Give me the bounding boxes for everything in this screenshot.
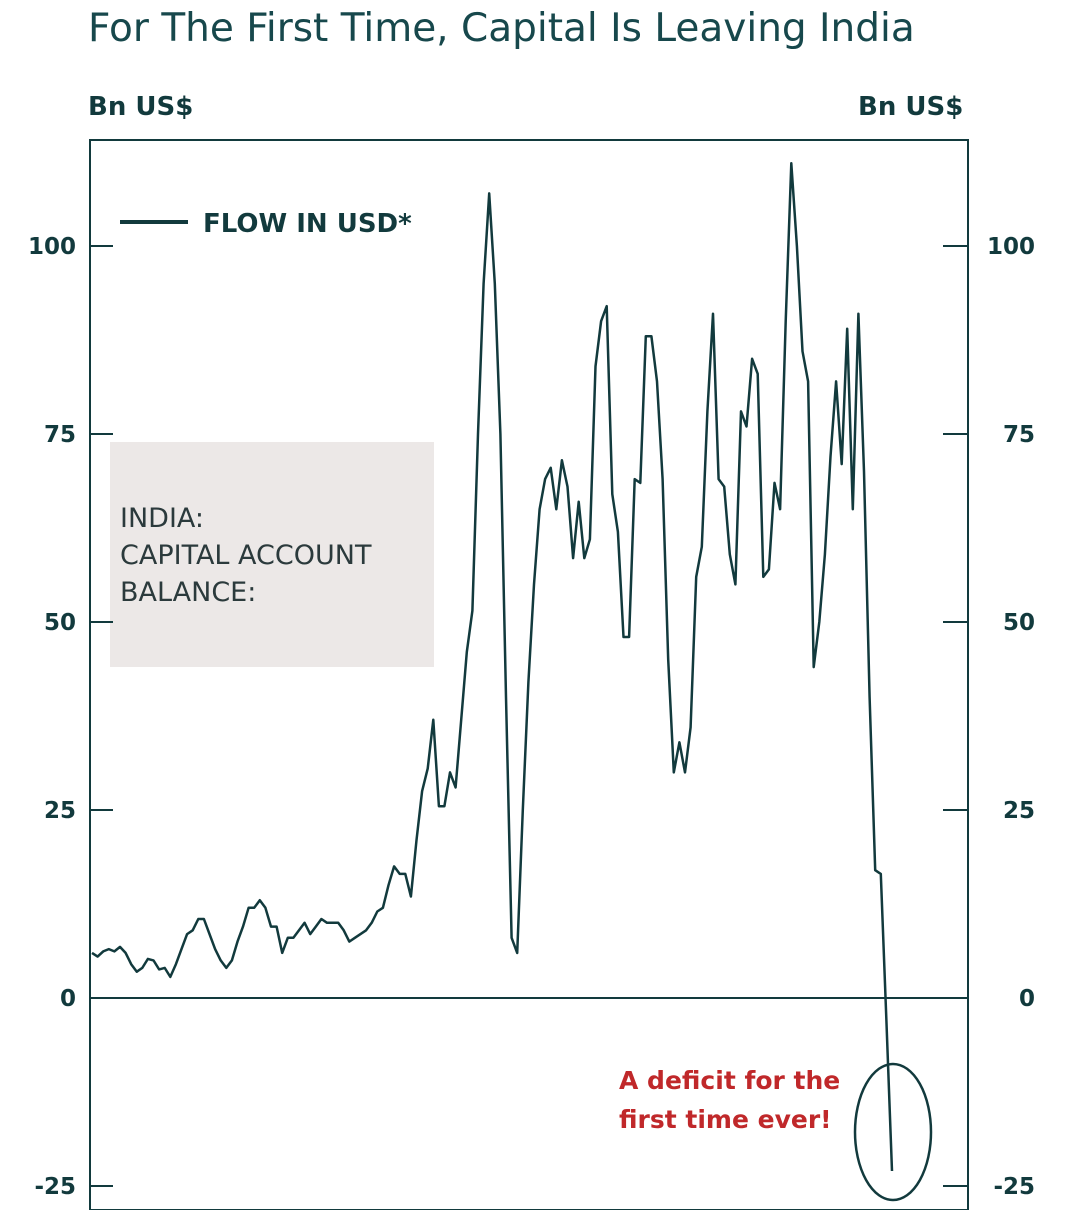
left-tick-label--25: -25: [34, 1174, 76, 1200]
info-box-line-1: INDIA:: [120, 503, 204, 534]
deficit-highlight-circle: [853, 1062, 933, 1202]
left-tick-label-25: 25: [44, 798, 76, 824]
left-tick-label-0: 0: [60, 986, 76, 1012]
series-line-flow-in-usd: [91, 162, 894, 1172]
left-tick-label-50: 50: [44, 610, 76, 636]
left-tick-label-100: 100: [28, 234, 76, 260]
right-tick-label-0: 0: [1019, 986, 1035, 1012]
annotation-line-1: A deficit for the: [619, 1066, 840, 1095]
right-tick-label-100: 100: [987, 234, 1035, 260]
right-tick-label--25: -25: [993, 1174, 1035, 1200]
info-box-line-3: BALANCE:: [120, 577, 256, 608]
chart-title: For The First Time, Capital Is Leaving I…: [88, 6, 915, 51]
left-tick-label-75: 75: [44, 422, 76, 448]
plot-frame: [89, 139, 969, 1210]
right-tick-label-50: 50: [1003, 610, 1035, 636]
legend-label: FLOW IN USD*: [203, 209, 412, 239]
left-axis-unit: Bn US$: [88, 92, 194, 122]
axes-group: -25 -25 0 0 25 25 50 50 75 75 100 100: [28, 234, 1035, 1200]
right-tick-label-75: 75: [1003, 422, 1035, 448]
info-box-line-2: CAPITAL ACCOUNT: [120, 540, 372, 571]
info-box: [110, 442, 434, 667]
right-axis-unit: Bn US$: [858, 92, 964, 122]
right-tick-label-25: 25: [1003, 798, 1035, 824]
annotation-line-2: first time ever!: [619, 1105, 832, 1134]
